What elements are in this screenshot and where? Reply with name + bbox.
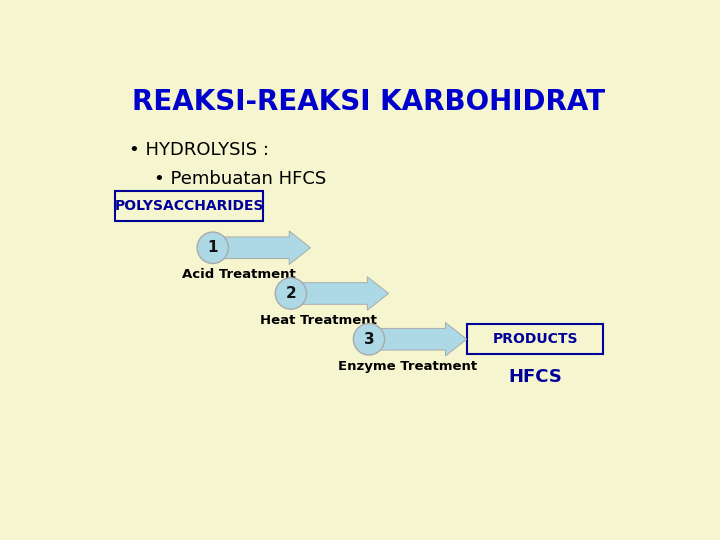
Text: POLYSACCHARIDES: POLYSACCHARIDES bbox=[114, 199, 264, 213]
Text: Enzyme Treatment: Enzyme Treatment bbox=[338, 360, 477, 373]
FancyBboxPatch shape bbox=[467, 324, 603, 354]
Text: 2: 2 bbox=[286, 286, 296, 301]
FancyArrow shape bbox=[224, 231, 310, 265]
Text: • HYDROLYSIS :: • HYDROLYSIS : bbox=[129, 141, 269, 159]
Ellipse shape bbox=[197, 232, 228, 264]
Text: PRODUCTS: PRODUCTS bbox=[492, 332, 577, 346]
Text: Acid Treatment: Acid Treatment bbox=[182, 268, 296, 281]
Text: 3: 3 bbox=[364, 332, 374, 347]
Text: HFCS: HFCS bbox=[508, 368, 562, 386]
Text: REAKSI-REAKSI KARBOHIDRAT: REAKSI-REAKSI KARBOHIDRAT bbox=[132, 88, 606, 116]
Text: Heat Treatment: Heat Treatment bbox=[260, 314, 377, 327]
FancyArrow shape bbox=[302, 276, 389, 310]
Text: • Pembuatan HFCS: • Pembuatan HFCS bbox=[154, 170, 326, 188]
Text: 1: 1 bbox=[207, 240, 218, 255]
Ellipse shape bbox=[354, 323, 384, 355]
FancyBboxPatch shape bbox=[115, 191, 263, 221]
FancyArrow shape bbox=[380, 322, 467, 356]
Ellipse shape bbox=[275, 278, 307, 309]
